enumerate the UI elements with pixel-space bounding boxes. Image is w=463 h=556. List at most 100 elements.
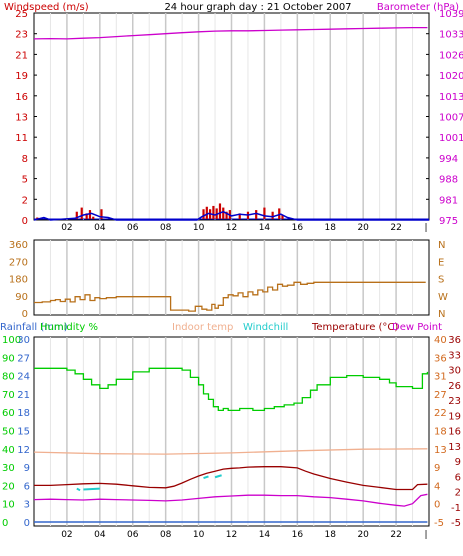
direction-compass-label: N xyxy=(438,309,445,320)
temp-tick-label-a: 27 xyxy=(434,390,447,401)
x-tick-label: 20 xyxy=(357,530,369,540)
temp-tick-label-a: 40 xyxy=(434,335,447,346)
temp-tick-label-b: -1 xyxy=(451,503,461,514)
y-right-tick-label: 1001 xyxy=(439,133,463,144)
legend-item: Dew Point xyxy=(392,322,442,333)
windchill-marks xyxy=(83,487,100,491)
y-right-tick-label: 1026 xyxy=(439,50,463,61)
barometer-line xyxy=(33,26,428,40)
humidity-tick-label: 50 xyxy=(2,427,15,438)
legend-item: Humidity % xyxy=(40,322,98,333)
y-left-tick-label: 21 xyxy=(15,50,28,61)
rainfall-tick-label: 21 xyxy=(17,390,30,401)
humidity-line xyxy=(34,367,429,412)
x-tick-label: 06 xyxy=(127,530,139,540)
x-tick-label: 08 xyxy=(160,223,172,233)
temp-tick-label-a: 36 xyxy=(434,353,447,364)
x-tick-label: 12 xyxy=(226,223,237,233)
temp-tick-label-b: 9 xyxy=(455,457,461,468)
y-right-tick-label: 988 xyxy=(439,175,458,186)
panel-temp-grid xyxy=(49,337,414,526)
humidity-tick-label: 100 xyxy=(2,335,21,346)
temp-tick-label-b: 16 xyxy=(448,427,461,438)
legend-item: Windchill xyxy=(243,322,288,333)
legend-item: Rainfall (mm) xyxy=(0,322,68,333)
y-left-tick-label: 5 xyxy=(22,175,28,186)
temp-tick-label-a: 18 xyxy=(434,427,447,438)
direction-compass-label: S xyxy=(438,275,444,286)
y-left-tick-label: 13 xyxy=(15,113,28,124)
humidity-tick-label: 10 xyxy=(2,500,15,511)
y-left-tick-label: 8 xyxy=(22,154,28,165)
humidity-tick-label: 20 xyxy=(2,481,15,492)
windchill-marks xyxy=(203,475,209,480)
x-tick-label: 14 xyxy=(259,223,271,233)
y-right-tick-label: 994 xyxy=(439,154,458,165)
y-left-tick-label: 0 xyxy=(22,216,28,227)
temp-tick-label-b: -5 xyxy=(451,518,461,529)
x-tick-label: 02 xyxy=(61,530,72,540)
humidity-tick-label: 0 xyxy=(2,518,8,529)
rainfall-tick-label: 24 xyxy=(17,372,30,383)
y-left-tick-label: 16 xyxy=(15,92,28,103)
legend-item: Temperature (°C) xyxy=(311,322,398,333)
rainfall-tick-label: 3 xyxy=(24,500,30,511)
panel-wind-series xyxy=(33,26,429,221)
y-right-tick-label: 975 xyxy=(439,216,458,227)
direction-degree-label: 0 xyxy=(22,309,28,320)
x-tick-label: 02 xyxy=(61,223,72,233)
rainfall-tick-label: 15 xyxy=(17,427,30,438)
x-tick-label: 10 xyxy=(193,223,205,233)
direction-degree-label: 360 xyxy=(9,240,28,251)
panel-wind-grid xyxy=(49,13,414,220)
x-tick-label: 06 xyxy=(127,223,139,233)
rainfall-tick-label: 6 xyxy=(24,481,30,492)
direction-compass-label: W xyxy=(438,292,448,303)
direction-degree-label: 270 xyxy=(9,257,28,268)
legend-item: Indoor temp xyxy=(172,322,233,333)
x-tick-label: 14 xyxy=(259,530,271,540)
x-tick-label: 22 xyxy=(390,530,401,540)
panel-wind-ticks: 02 04 06 08 10 12 14 16 18 20 22 |02581113161921232… xyxy=(15,9,463,233)
x-tick-label: 18 xyxy=(325,530,337,540)
x-tick-label: 16 xyxy=(292,223,304,233)
windchill-marks xyxy=(214,474,222,479)
y-right-tick-label: 1033 xyxy=(439,30,463,41)
x-tick-label: 16 xyxy=(292,530,304,540)
humidity-tick-label: 60 xyxy=(2,408,15,419)
windchill-marks xyxy=(76,487,81,492)
y-left-tick-label: 23 xyxy=(15,30,28,41)
rainfall-tick-label: 9 xyxy=(24,463,30,474)
humidity-tick-label: 40 xyxy=(2,445,15,456)
rainfall-tick-label: 27 xyxy=(17,353,30,364)
panel-temp-ticks: 02 04 06 08 10 12 14 16 18 20 22 |01020304050607080… xyxy=(2,335,461,540)
gust-line xyxy=(33,210,429,221)
direction-compass-label: N xyxy=(438,240,445,251)
x-tick-end: | xyxy=(424,530,427,540)
x-tick-end: | xyxy=(424,223,427,233)
temp-tick-label-a: -5 xyxy=(434,518,444,529)
temp-tick-label-b: 30 xyxy=(448,366,461,377)
temp-tick-label-b: 2 xyxy=(455,488,461,499)
humidity-tick-label: 90 xyxy=(2,353,15,364)
x-tick-label: 10 xyxy=(193,530,205,540)
y-right-tick-label: 1007 xyxy=(439,113,463,124)
y-right-tick-label: 1013 xyxy=(439,92,463,103)
temp-tick-label-a: 0 xyxy=(434,500,440,511)
title: 24 hour graph day : 21 October 2007 xyxy=(164,2,351,13)
rainfall-tick-label: 30 xyxy=(17,335,30,346)
temperature-line xyxy=(34,466,428,491)
temp-tick-label-a: 31 xyxy=(434,372,447,383)
temp-tick-label-a: 22 xyxy=(434,408,447,419)
humidity-tick-label: 30 xyxy=(2,463,15,474)
wind-direction-line xyxy=(34,281,426,312)
barometer-axis-label: Barometer (hPa) xyxy=(377,2,459,13)
x-tick-label: 20 xyxy=(357,223,369,233)
y-left-tick-label: 11 xyxy=(15,133,28,144)
rainfall-tick-label: 12 xyxy=(17,445,30,456)
rainfall-tick-label: 0 xyxy=(24,518,30,529)
y-right-tick-label: 1039 xyxy=(439,9,463,20)
y-left-tick-label: 19 xyxy=(15,71,28,82)
